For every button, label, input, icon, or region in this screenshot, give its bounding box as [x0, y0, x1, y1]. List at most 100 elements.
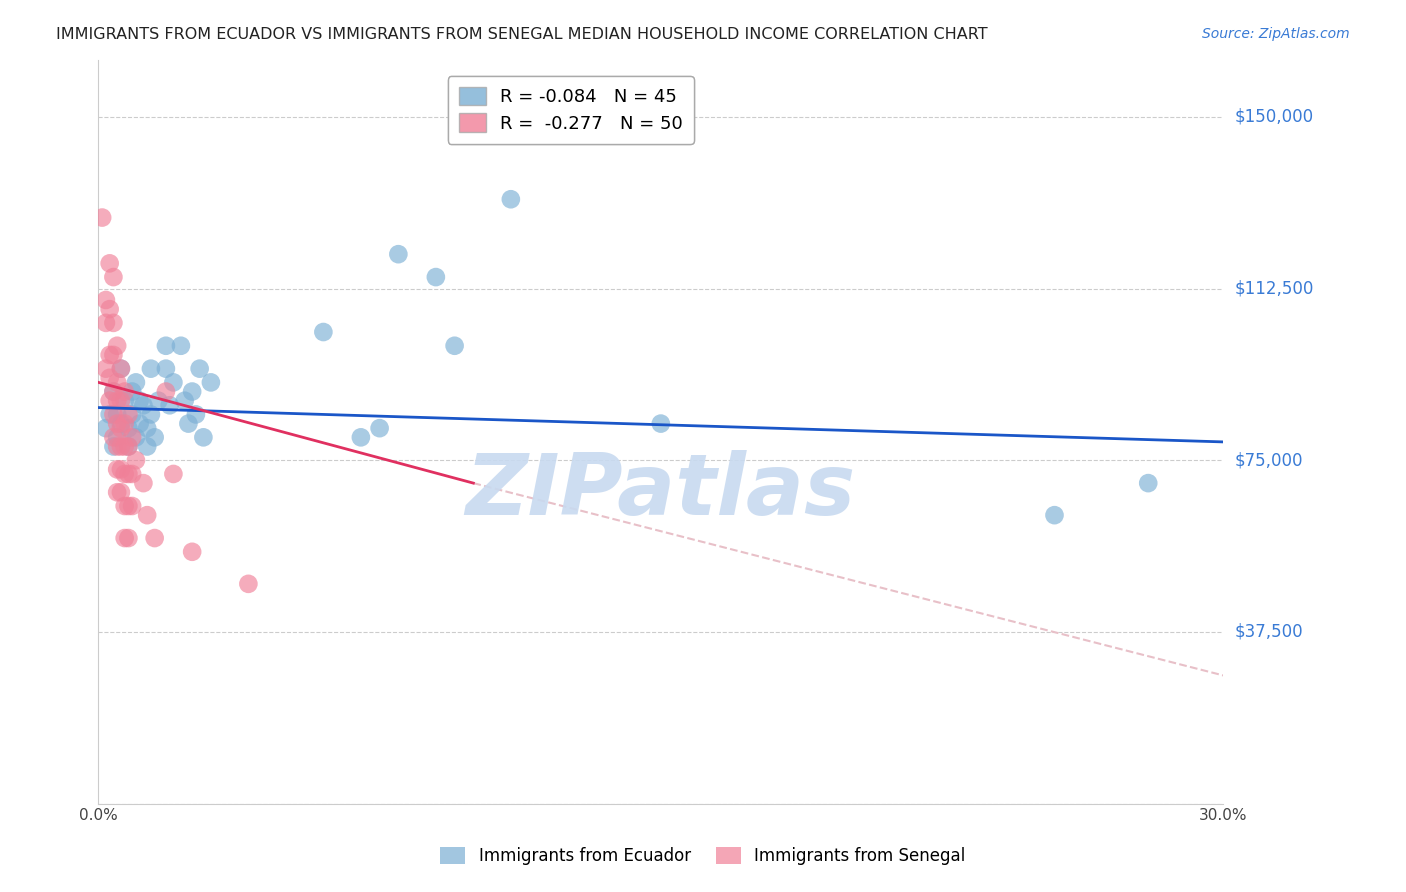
Point — [103, 430, 125, 444]
Point — [110, 462, 132, 476]
Point — [1043, 508, 1066, 523]
Point — [143, 430, 166, 444]
Point — [105, 430, 128, 444]
Point — [312, 325, 335, 339]
Point — [117, 440, 139, 454]
Point — [110, 361, 132, 376]
Point — [125, 430, 148, 444]
Point — [238, 577, 260, 591]
Point — [105, 393, 128, 408]
Point — [128, 393, 150, 408]
Text: ZIPatlas: ZIPatlas — [465, 450, 856, 533]
Point — [117, 531, 139, 545]
Point — [105, 485, 128, 500]
Point — [98, 371, 121, 385]
Point — [650, 417, 672, 431]
Point — [117, 499, 139, 513]
Point — [110, 361, 132, 376]
Point — [117, 467, 139, 481]
Point — [128, 417, 150, 431]
Legend: Immigrants from Ecuador, Immigrants from Senegal: Immigrants from Ecuador, Immigrants from… — [430, 837, 976, 875]
Point — [105, 417, 128, 431]
Point — [117, 408, 139, 422]
Point — [139, 361, 162, 376]
Point — [162, 467, 184, 481]
Text: $37,500: $37,500 — [1234, 623, 1303, 641]
Point — [132, 398, 155, 412]
Point — [114, 440, 136, 454]
Point — [148, 393, 170, 408]
Point — [114, 531, 136, 545]
Point — [443, 339, 465, 353]
Point — [103, 316, 125, 330]
Point — [181, 384, 204, 399]
Point — [98, 256, 121, 270]
Point — [155, 339, 177, 353]
Point — [136, 421, 159, 435]
Point — [98, 348, 121, 362]
Point — [110, 393, 132, 408]
Point — [125, 453, 148, 467]
Text: $150,000: $150,000 — [1234, 108, 1313, 126]
Point — [173, 393, 195, 408]
Point — [110, 440, 132, 454]
Point — [121, 467, 143, 481]
Point — [117, 440, 139, 454]
Point — [121, 408, 143, 422]
Text: $75,000: $75,000 — [1234, 451, 1303, 469]
Point — [121, 430, 143, 444]
Point — [110, 421, 132, 435]
Point — [98, 302, 121, 317]
Point — [121, 499, 143, 513]
Point — [200, 376, 222, 390]
Point — [103, 408, 125, 422]
Point — [121, 384, 143, 399]
Point — [105, 408, 128, 422]
Legend: R = -0.084   N = 45, R =  -0.277   N = 50: R = -0.084 N = 45, R = -0.277 N = 50 — [449, 76, 693, 144]
Point — [98, 408, 121, 422]
Point — [91, 211, 114, 225]
Point — [425, 270, 447, 285]
Point — [155, 384, 177, 399]
Text: IMMIGRANTS FROM ECUADOR VS IMMIGRANTS FROM SENEGAL MEDIAN HOUSEHOLD INCOME CORRE: IMMIGRANTS FROM ECUADOR VS IMMIGRANTS FR… — [56, 27, 988, 42]
Text: Source: ZipAtlas.com: Source: ZipAtlas.com — [1202, 27, 1350, 41]
Point — [94, 293, 117, 307]
Point — [114, 393, 136, 408]
Point — [139, 408, 162, 422]
Point — [132, 476, 155, 491]
Point — [94, 421, 117, 435]
Point — [143, 531, 166, 545]
Point — [184, 408, 207, 422]
Point — [368, 421, 391, 435]
Point — [170, 339, 193, 353]
Point — [125, 376, 148, 390]
Point — [103, 384, 125, 399]
Point — [103, 270, 125, 285]
Point — [105, 376, 128, 390]
Point — [136, 508, 159, 523]
Point — [188, 361, 211, 376]
Point — [105, 339, 128, 353]
Point — [94, 361, 117, 376]
Point — [114, 384, 136, 399]
Point — [98, 393, 121, 408]
Point — [177, 417, 200, 431]
Point — [159, 398, 181, 412]
Point — [193, 430, 215, 444]
Point — [94, 316, 117, 330]
Point — [117, 421, 139, 435]
Point — [105, 440, 128, 454]
Text: $112,500: $112,500 — [1234, 279, 1313, 298]
Point — [105, 462, 128, 476]
Point — [350, 430, 373, 444]
Point — [181, 545, 204, 559]
Point — [162, 376, 184, 390]
Point — [110, 485, 132, 500]
Point — [114, 499, 136, 513]
Point — [110, 417, 132, 431]
Point — [1137, 476, 1160, 491]
Point — [103, 440, 125, 454]
Point — [114, 417, 136, 431]
Point — [103, 348, 125, 362]
Point — [387, 247, 409, 261]
